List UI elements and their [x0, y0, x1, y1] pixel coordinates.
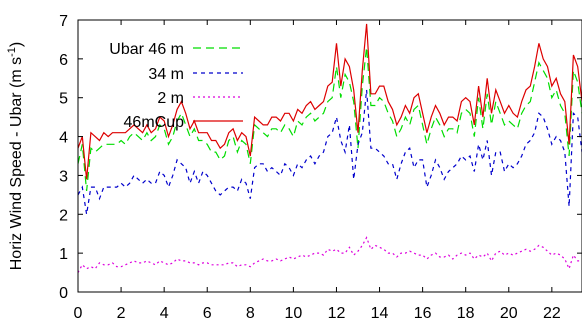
y-tick-label: 4 [59, 130, 68, 147]
legend-label-3: 2 m [157, 90, 184, 107]
series-layer [78, 23, 582, 273]
x-tick-label: 0 [74, 305, 83, 322]
x-tick-label: 2 [117, 305, 126, 322]
y-tick-label: 0 [59, 285, 68, 302]
x-tick-label: 14 [371, 305, 389, 322]
x-tick-label: 16 [414, 305, 432, 322]
x-tick-label: 8 [246, 305, 255, 322]
x-tick-label: 10 [284, 305, 302, 322]
series-line-2 [78, 89, 582, 215]
legend-label-4: 46mCup [124, 114, 185, 131]
legend-label-1: Ubar 46 m [109, 41, 184, 58]
y-tick-label: 5 [59, 91, 68, 108]
y-tick-label: 1 [59, 246, 68, 263]
y-axis-label: Horiz Wind Speed - Ubar (m s-1) [6, 42, 25, 271]
x-tick-label: 20 [500, 305, 518, 322]
legend: Ubar 46 m 34 m 2 m 46mCup [109, 41, 243, 131]
series-line-1 [78, 47, 582, 192]
y-tick-label: 2 [59, 207, 68, 224]
y-tick-label: 7 [59, 13, 68, 30]
legend-label-2: 34 m [148, 66, 184, 83]
x-tick-label: 6 [203, 305, 212, 322]
y-tick-label: 6 [59, 52, 68, 69]
x-tick-label: 18 [457, 305, 475, 322]
plot-frame [77, 19, 582, 293]
x-tick-label: 12 [328, 305, 346, 322]
series-line-3 [78, 236, 582, 273]
series-line-4 [78, 23, 582, 180]
x-tick-label: 4 [160, 305, 169, 322]
x-tick-label: 22 [543, 305, 561, 322]
y-tick-label: 3 [59, 168, 68, 185]
